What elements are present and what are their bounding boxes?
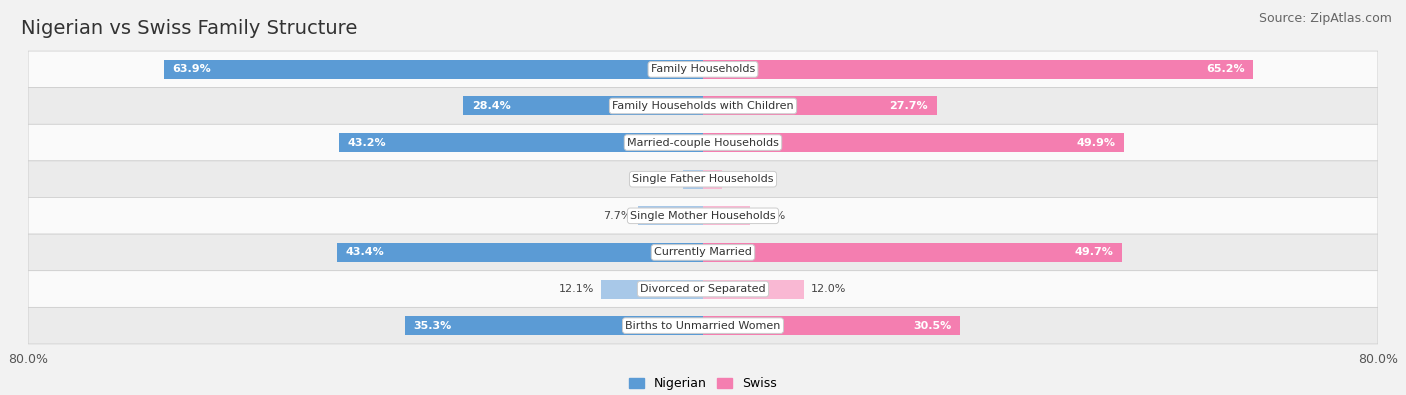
- Legend: Nigerian, Swiss: Nigerian, Swiss: [624, 372, 782, 395]
- Text: Divorced or Separated: Divorced or Separated: [640, 284, 766, 294]
- Bar: [337, 243, 703, 262]
- Text: 63.9%: 63.9%: [173, 64, 211, 74]
- Bar: [703, 280, 804, 299]
- Text: 49.9%: 49.9%: [1077, 137, 1115, 148]
- Bar: [464, 96, 703, 115]
- FancyBboxPatch shape: [28, 161, 1378, 198]
- Bar: [165, 60, 703, 79]
- Text: Single Mother Households: Single Mother Households: [630, 211, 776, 221]
- Bar: [703, 96, 936, 115]
- FancyBboxPatch shape: [28, 271, 1378, 307]
- Text: Births to Unmarried Women: Births to Unmarried Women: [626, 321, 780, 331]
- FancyBboxPatch shape: [28, 51, 1378, 88]
- Text: 49.7%: 49.7%: [1076, 247, 1114, 258]
- Bar: [600, 280, 703, 299]
- Text: 12.0%: 12.0%: [811, 284, 846, 294]
- Bar: [638, 206, 703, 225]
- Text: 2.3%: 2.3%: [730, 174, 758, 184]
- Text: 28.4%: 28.4%: [472, 101, 510, 111]
- Bar: [339, 133, 703, 152]
- FancyBboxPatch shape: [28, 124, 1378, 161]
- Text: Source: ZipAtlas.com: Source: ZipAtlas.com: [1258, 12, 1392, 25]
- Text: 7.7%: 7.7%: [603, 211, 631, 221]
- FancyBboxPatch shape: [28, 198, 1378, 234]
- FancyBboxPatch shape: [28, 307, 1378, 344]
- Bar: [683, 170, 703, 189]
- Text: Married-couple Households: Married-couple Households: [627, 137, 779, 148]
- Text: 5.6%: 5.6%: [756, 211, 785, 221]
- Bar: [703, 170, 723, 189]
- Text: 43.4%: 43.4%: [346, 247, 384, 258]
- FancyBboxPatch shape: [28, 234, 1378, 271]
- FancyBboxPatch shape: [28, 88, 1378, 124]
- Text: 65.2%: 65.2%: [1206, 64, 1244, 74]
- Bar: [703, 133, 1123, 152]
- Text: 30.5%: 30.5%: [914, 321, 952, 331]
- Text: Nigerian vs Swiss Family Structure: Nigerian vs Swiss Family Structure: [21, 19, 357, 38]
- Text: Family Households: Family Households: [651, 64, 755, 74]
- Text: Currently Married: Currently Married: [654, 247, 752, 258]
- Text: Single Father Households: Single Father Households: [633, 174, 773, 184]
- Bar: [703, 316, 960, 335]
- Bar: [703, 60, 1253, 79]
- Text: Family Households with Children: Family Households with Children: [612, 101, 794, 111]
- Text: 2.4%: 2.4%: [648, 174, 676, 184]
- Text: 12.1%: 12.1%: [558, 284, 595, 294]
- Bar: [703, 243, 1122, 262]
- Bar: [405, 316, 703, 335]
- Text: 35.3%: 35.3%: [413, 321, 451, 331]
- Bar: [703, 206, 751, 225]
- Text: 43.2%: 43.2%: [347, 137, 385, 148]
- Text: 27.7%: 27.7%: [890, 101, 928, 111]
